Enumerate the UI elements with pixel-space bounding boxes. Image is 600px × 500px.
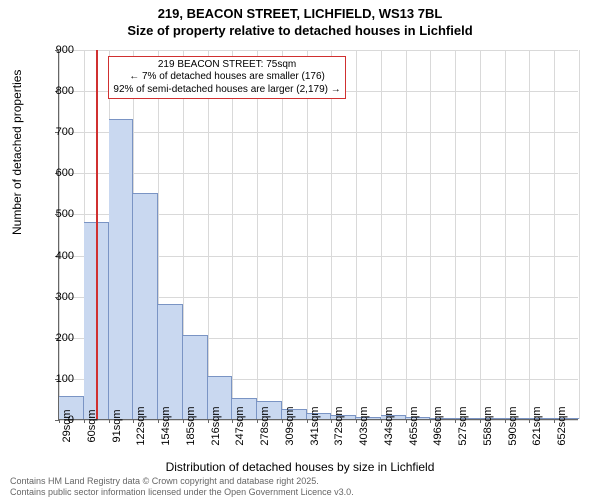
footer-line-2: Contains public sector information licen…: [10, 487, 354, 498]
ytick-label: 500: [44, 208, 74, 220]
xtick-label: 247sqm: [234, 406, 246, 445]
xtick-label: 652sqm: [556, 406, 568, 445]
gridline-vertical: [505, 50, 506, 419]
gridline-vertical: [356, 50, 357, 419]
x-axis-label: Distribution of detached houses by size …: [0, 460, 600, 474]
ytick-label: 900: [44, 44, 74, 56]
xtick-label: 91sqm: [111, 409, 123, 442]
histogram-bar: [109, 119, 134, 419]
gridline-vertical: [455, 50, 456, 419]
xtick-label: 122sqm: [135, 406, 147, 445]
footer-attribution: Contains HM Land Registry data © Crown c…: [10, 476, 354, 498]
xtick-mark: [208, 419, 209, 423]
gridline-vertical: [406, 50, 407, 419]
gridline-vertical: [257, 50, 258, 419]
xtick-label: 278sqm: [259, 406, 271, 445]
gridline-vertical: [529, 50, 530, 419]
ytick-label: 100: [44, 373, 74, 385]
xtick-mark: [109, 419, 110, 423]
gridline: [59, 173, 578, 174]
xtick-label: 496sqm: [432, 406, 444, 445]
chart-container: 219, BEACON STREET, LICHFIELD, WS13 7BL …: [0, 0, 600, 500]
xtick-label: 434sqm: [383, 406, 395, 445]
xtick-label: 465sqm: [408, 406, 420, 445]
xtick-mark: [356, 419, 357, 423]
xtick-label: 341sqm: [309, 406, 321, 445]
xtick-mark: [505, 419, 506, 423]
xtick-label: 527sqm: [457, 406, 469, 445]
xtick-mark: [480, 419, 481, 423]
xtick-label: 60sqm: [86, 409, 98, 442]
ytick-label: 800: [44, 85, 74, 97]
y-axis-label: Number of detached properties: [10, 70, 24, 235]
xtick-label: 403sqm: [358, 406, 370, 445]
xtick-mark: [406, 419, 407, 423]
annotation-box: 219 BEACON STREET: 75sqm← 7% of detached…: [108, 56, 345, 100]
xtick-mark: [381, 419, 382, 423]
xtick-label: 558sqm: [482, 406, 494, 445]
xtick-label: 621sqm: [531, 406, 543, 445]
annotation-line: 92% of semi-detached houses are larger (…: [113, 84, 340, 97]
gridline-vertical: [59, 50, 60, 419]
ytick-label: 700: [44, 126, 74, 138]
ytick-label: 300: [44, 291, 74, 303]
gridline-vertical: [208, 50, 209, 419]
gridline-vertical: [554, 50, 555, 419]
plot-region: 219 BEACON STREET: 75sqm← 7% of detached…: [58, 50, 578, 420]
chart-area: 219 BEACON STREET: 75sqm← 7% of detached…: [58, 50, 578, 420]
gridline-vertical: [480, 50, 481, 419]
xtick-label: 185sqm: [185, 406, 197, 445]
ytick-label: 400: [44, 250, 74, 262]
histogram-bar: [133, 193, 158, 419]
xtick-label: 29sqm: [61, 409, 73, 442]
xtick-mark: [282, 419, 283, 423]
gridline-vertical: [579, 50, 580, 419]
gridline-vertical: [430, 50, 431, 419]
gridline: [59, 132, 578, 133]
xtick-mark: [257, 419, 258, 423]
xtick-mark: [183, 419, 184, 423]
xtick-mark: [84, 419, 85, 423]
footer-line-1: Contains HM Land Registry data © Crown c…: [10, 476, 354, 487]
gridline-vertical: [282, 50, 283, 419]
xtick-label: 590sqm: [507, 406, 519, 445]
chart-title: 219, BEACON STREET, LICHFIELD, WS13 7BL …: [0, 0, 600, 40]
xtick-mark: [307, 419, 308, 423]
xtick-label: 154sqm: [160, 406, 172, 445]
gridline-vertical: [232, 50, 233, 419]
gridline-vertical: [331, 50, 332, 419]
annotation-line: ← 7% of detached houses are smaller (176…: [113, 71, 340, 84]
xtick-label: 372sqm: [333, 406, 345, 445]
xtick-label: 309sqm: [284, 406, 296, 445]
xtick-label: 216sqm: [210, 406, 222, 445]
title-line-1: 219, BEACON STREET, LICHFIELD, WS13 7BL: [0, 6, 600, 23]
gridline: [59, 50, 578, 51]
ytick-label: 200: [44, 332, 74, 344]
annotation-line: 219 BEACON STREET: 75sqm: [113, 59, 340, 72]
ytick-label: 600: [44, 167, 74, 179]
property-marker-line: [96, 50, 98, 419]
title-line-2: Size of property relative to detached ho…: [0, 23, 600, 40]
gridline-vertical: [381, 50, 382, 419]
histogram-bar: [158, 304, 183, 419]
gridline-vertical: [307, 50, 308, 419]
xtick-mark: [158, 419, 159, 423]
